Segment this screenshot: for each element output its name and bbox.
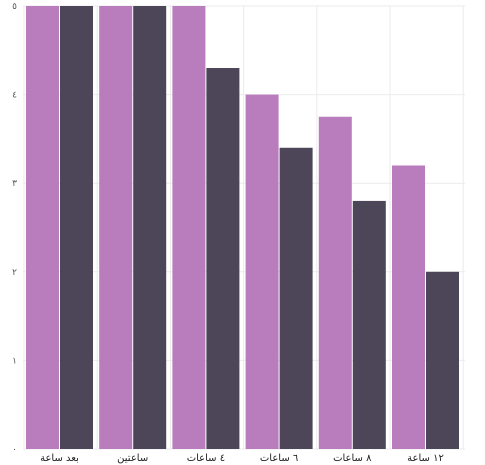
bar-series2-5 (426, 271, 459, 449)
bar-series2-2 (206, 68, 240, 450)
x-tick-label-3: ٦ ساعات (260, 453, 298, 464)
y-tick-label-3: ٣ (12, 179, 17, 189)
x-axis-labels: بعد ساعة ساعتين ٤ ساعات ٦ ساعات ٨ ساعات ١٢ سا… (40, 453, 444, 464)
bar-series2-4 (352, 200, 386, 449)
y-tick-label-5: ٥ (12, 2, 17, 12)
x-tick-label-0: بعد ساعة (40, 453, 79, 464)
y-tick-label-1: ١ (12, 356, 17, 366)
y-tick-label-2: ٢ (12, 268, 17, 278)
y-tick-label-0: ٠ (12, 445, 17, 455)
bar-series2-0 (60, 6, 93, 449)
bar-series2-1 (133, 6, 167, 449)
bar-series1-0 (26, 6, 59, 449)
y-axis-ticks: ٠ ١ ٢ ٣ ٤ ٥ (12, 2, 17, 455)
x-tick-label-4: ٨ ساعات (333, 453, 372, 464)
y-tick-label-4: ٤ (12, 91, 17, 101)
bar-series1-5 (392, 165, 425, 450)
grid-layer (23, 5, 465, 450)
x-tick-label-1: ساعتين (117, 453, 148, 464)
x-tick-label-2: ٤ ساعات (187, 453, 225, 464)
bar-series1-3 (245, 94, 279, 449)
x-tick-label-5: ١٢ ساعة (407, 453, 444, 464)
bar-series1-2 (172, 6, 206, 449)
bars-layer (26, 6, 459, 450)
bar-series1-1 (99, 6, 133, 449)
bar-series2-3 (279, 147, 313, 449)
bar-series1-4 (318, 116, 352, 449)
